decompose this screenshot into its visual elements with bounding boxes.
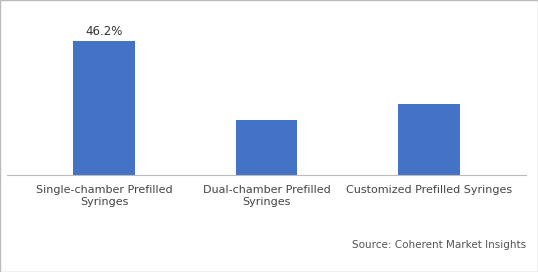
Text: 46.2%: 46.2% xyxy=(86,25,123,38)
Bar xyxy=(398,104,459,175)
Text: Source: Coherent Market Insights: Source: Coherent Market Insights xyxy=(352,240,526,249)
Bar xyxy=(236,120,298,175)
Bar xyxy=(74,41,135,175)
